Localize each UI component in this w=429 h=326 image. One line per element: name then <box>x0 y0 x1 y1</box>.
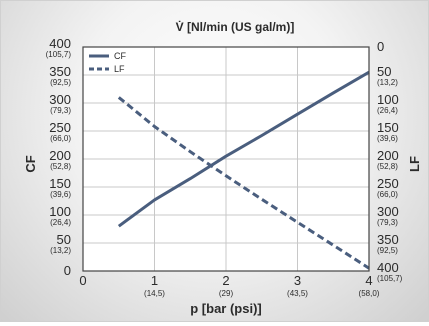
chart-svg: V̇ [Nl/min (US gal/m)] 0 1(14,5) 2(29) 3(43… <box>23 19 422 316</box>
y-tick-sublabel-right: (92,5) <box>377 246 398 255</box>
y-tick-sublabel-left: (92,5) <box>50 78 71 87</box>
y-tick-label-right: 150 <box>377 120 399 135</box>
x-tick-sublabel: (29) <box>219 289 234 298</box>
y-tick-sublabel-left: (105,7) <box>46 50 72 59</box>
y-tick-label-left: 250 <box>49 120 71 135</box>
y-axis-label-left: CF <box>23 155 38 172</box>
y-tick-sublabel-right: (52,8) <box>377 162 398 171</box>
y-tick-sublabel-right: (105,7) <box>377 274 403 283</box>
series-layer <box>117 70 370 270</box>
y-tick-sublabel-right: (26,4) <box>377 106 398 115</box>
x-tick-sublabel: (43,5) <box>287 289 308 298</box>
plot-frame <box>82 46 370 272</box>
x-tick-label: 0 <box>79 273 86 288</box>
y-tick-label-right: 50 <box>377 64 391 79</box>
tick-labels: 0 1(14,5)2(29)3(43,5)4(58,0)050(13,2)100(… <box>46 36 403 298</box>
y-tick-label-left: 0 <box>64 263 71 278</box>
y-tick-label-right: 350 <box>377 232 399 247</box>
x-axis-label: p [bar (psi)] <box>190 301 262 316</box>
y-tick-sublabel-left: (79,3) <box>50 106 71 115</box>
y-tick-label-left: 200 <box>49 148 71 163</box>
series-line-lf <box>117 96 370 270</box>
y-tick-sublabel-left: (52,8) <box>50 162 71 171</box>
x-tick-label: 1 <box>151 273 158 288</box>
x-tick-label: 2 <box>222 273 229 288</box>
y-tick-label-right: 0 <box>377 39 384 54</box>
y-tick-label-right: 100 <box>377 92 399 107</box>
legend-label-lf: LF <box>114 64 125 74</box>
x-tick-label: 3 <box>294 273 301 288</box>
y-tick-label-left: 400 <box>49 36 71 51</box>
y-tick-sublabel-right: (13,2) <box>377 78 398 87</box>
y-tick-sublabel-right: (39,6) <box>377 134 398 143</box>
x-tick-sublabel: (58,0) <box>359 289 380 298</box>
series-line-cf <box>117 70 370 228</box>
x-tick-label: 4 <box>365 273 372 288</box>
y-tick-sublabel-left: (39,6) <box>50 190 71 199</box>
y-axis-label-right: LF <box>407 156 422 172</box>
legend: CF LF <box>89 51 126 74</box>
y-tick-label-left: 100 <box>49 204 71 219</box>
y-tick-label-right: 400 <box>377 260 399 275</box>
x-tick-sublabel: (14,5) <box>144 289 165 298</box>
y-tick-label-left: 50 <box>57 232 71 247</box>
y-tick-label-right: 300 <box>377 204 399 219</box>
y-tick-sublabel-left: (13,2) <box>50 246 71 255</box>
legend-label-cf: CF <box>114 51 126 61</box>
y-tick-label-left: 300 <box>49 92 71 107</box>
y-tick-label-left: 150 <box>49 176 71 191</box>
y-tick-label-right: 200 <box>377 148 399 163</box>
y-tick-sublabel-left: (66,0) <box>50 134 71 143</box>
chart-title: V̇ [Nl/min (US gal/m)] <box>176 19 295 34</box>
y-tick-sublabel-right: (79,3) <box>377 218 398 227</box>
y-tick-label-right: 250 <box>377 176 399 191</box>
y-tick-sublabel-right: (66,0) <box>377 190 398 199</box>
y-tick-label-left: 350 <box>49 64 71 79</box>
y-tick-sublabel-left: (26,4) <box>50 218 71 227</box>
